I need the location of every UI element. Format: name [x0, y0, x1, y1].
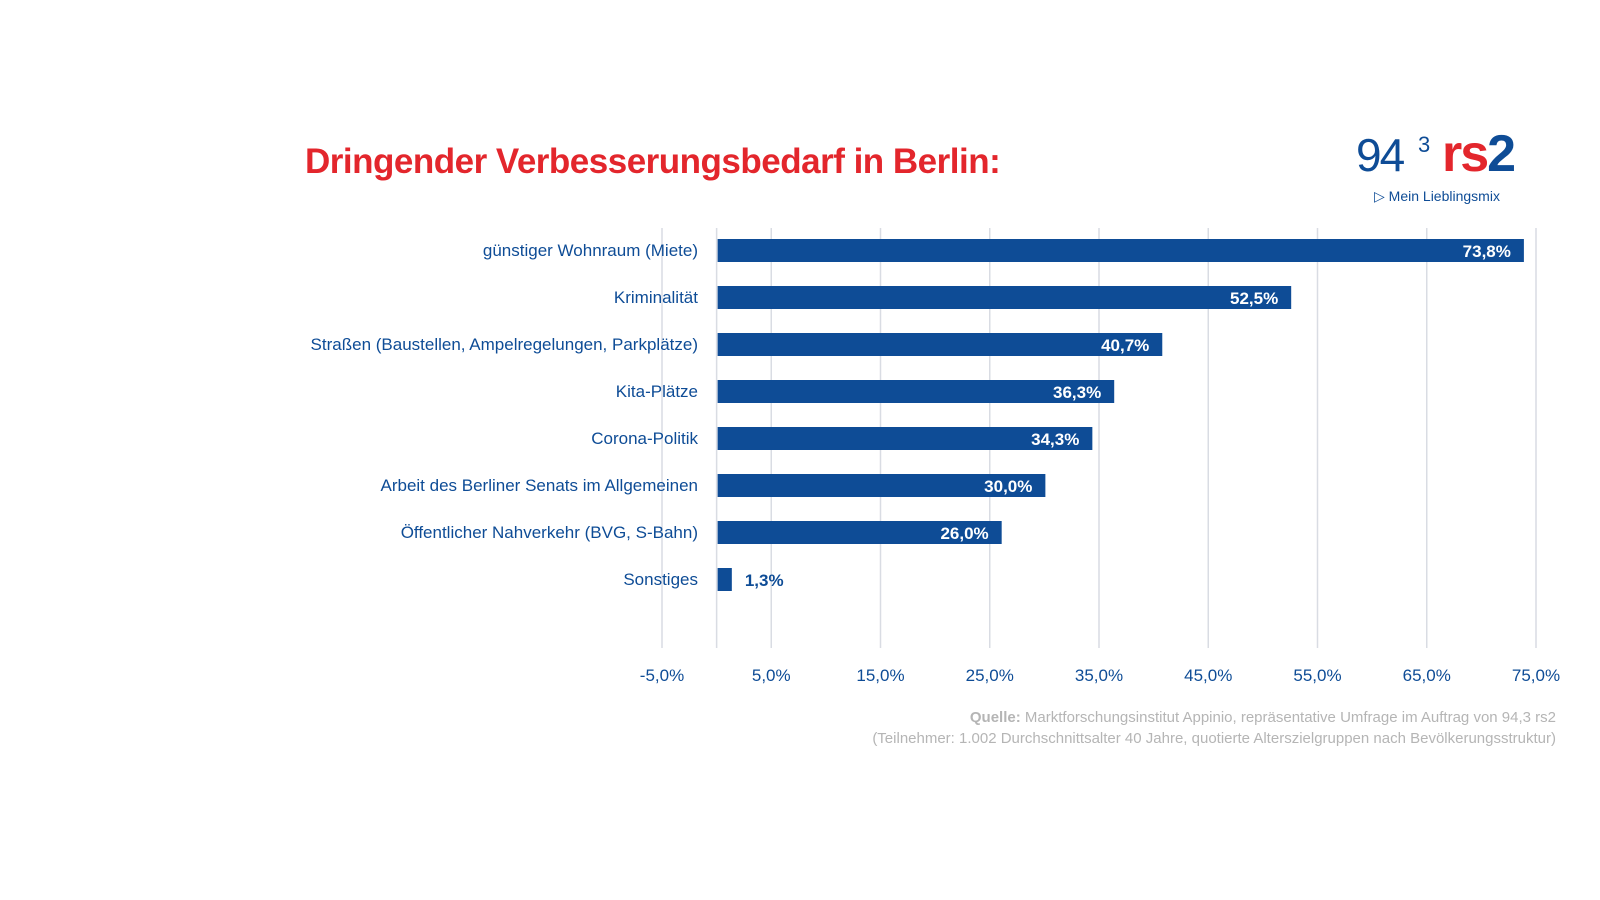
data-label: 52,5% [1230, 289, 1278, 308]
bar [717, 286, 1292, 309]
source-note: (Teilnehmer: 1.002 Durchschnittsalter 40… [872, 730, 1556, 747]
category-label: Kita-Plätze [616, 382, 698, 401]
logo-superscript: 3 [1418, 132, 1431, 157]
bar [717, 239, 1524, 262]
category-label: Corona-Politik [591, 429, 698, 448]
bar [717, 380, 1115, 403]
logo-brand: rs2 [1442, 125, 1516, 183]
category-label: Straßen (Baustellen, Ampelregelungen, Pa… [311, 335, 698, 354]
rs2-logo: 94 3 rs2 ▷ Mein Lieblingsmix [1356, 125, 1546, 208]
x-tick-label: -5,0% [640, 666, 684, 685]
logo-number: 94 [1356, 129, 1405, 181]
category-label: günstiger Wohnraum (Miete) [483, 241, 698, 260]
data-label: 73,8% [1463, 242, 1511, 261]
bar [717, 333, 1163, 356]
data-label: 1,3% [745, 571, 784, 590]
x-tick-label: 5,0% [752, 666, 791, 685]
logo-tagline: ▷ Mein Lieblingsmix [1374, 188, 1500, 204]
category-label: Kriminalität [614, 288, 698, 307]
x-tick-label: 45,0% [1184, 666, 1232, 685]
x-tick-label: 15,0% [856, 666, 904, 685]
data-label: 40,7% [1101, 336, 1149, 355]
data-label: 26,0% [940, 524, 988, 543]
bar [717, 521, 1002, 544]
x-tick-label: 55,0% [1293, 666, 1341, 685]
bar [717, 568, 732, 591]
x-tick-label: 35,0% [1075, 666, 1123, 685]
category-label: Sonstiges [623, 570, 698, 589]
x-tick-label: 75,0% [1512, 666, 1560, 685]
data-label: 30,0% [984, 477, 1032, 496]
x-tick-label: 65,0% [1403, 666, 1451, 685]
data-label: 36,3% [1053, 383, 1101, 402]
data-label: 34,3% [1031, 430, 1079, 449]
play-icon: ▷ [1374, 188, 1385, 204]
category-label: Öffentlicher Nahverkehr (BVG, S-Bahn) [401, 523, 698, 542]
category-label: Arbeit des Berliner Senats im Allgemeine… [381, 476, 699, 495]
bar [717, 427, 1093, 450]
x-tick-label: 25,0% [966, 666, 1014, 685]
source-line: Quelle: Marktforschungsinstitut Appinio,… [969, 709, 1556, 726]
chart-title: Dringender Verbesserungsbedarf in Berlin… [305, 142, 1001, 181]
bar [717, 474, 1046, 497]
